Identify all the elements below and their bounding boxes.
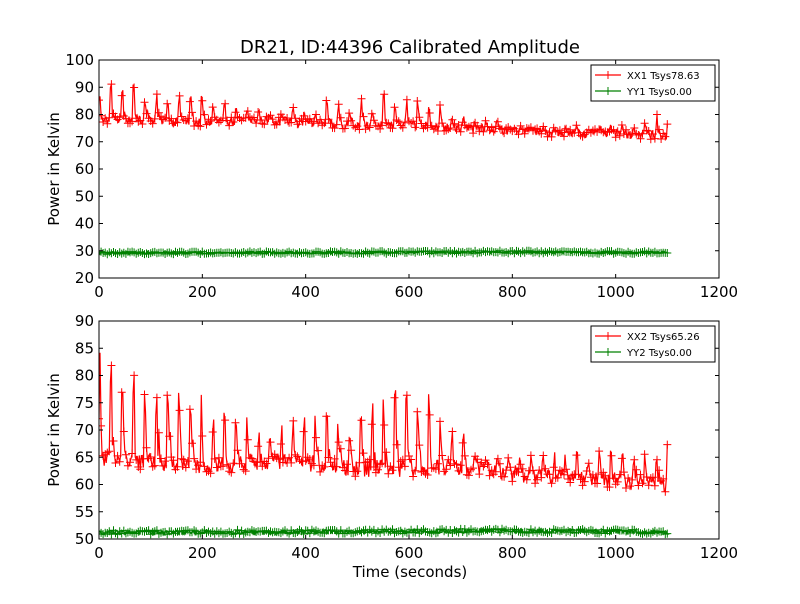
legend-label: YY2 Tsys0.00 <box>626 348 692 359</box>
legend-box <box>590 325 716 363</box>
legend-swatch-marker <box>604 87 612 95</box>
x-tick-label: 800 <box>498 283 527 301</box>
y-tick-label: 30 <box>75 242 94 260</box>
y-tick-label: 50 <box>75 530 94 548</box>
series-markers <box>99 361 672 496</box>
x-tick-label: 200 <box>188 544 217 562</box>
y-axis-label-1: Power in Kelvin <box>45 112 63 226</box>
legend-1: XX1 Tsys78.63 YY1 Tsys0.00 <box>590 64 716 102</box>
x-tick-label: 1200 <box>700 544 738 562</box>
x-tick-label: 400 <box>291 544 320 562</box>
legend-label: XX2 Tsys65.26 <box>627 332 700 343</box>
x-axis-label: Time (seconds) <box>352 563 468 581</box>
x-tick-label: 200 <box>188 283 217 301</box>
legend-box <box>590 64 716 102</box>
y-tick-label: 40 <box>75 215 94 233</box>
y-tick-label: 70 <box>75 133 94 151</box>
y-tick-label: 100 <box>65 51 94 69</box>
legend-label: XX1 Tsys78.63 <box>627 71 700 82</box>
x-tick-label: 600 <box>395 283 424 301</box>
x-tick-label: 1000 <box>597 283 635 301</box>
series-1-1 <box>99 80 672 144</box>
x-tick-label: 1200 <box>700 283 738 301</box>
y-tick-label: 60 <box>75 476 94 494</box>
series-2-1 <box>99 352 672 496</box>
series-line <box>99 83 668 141</box>
x-tick-label: 800 <box>498 544 527 562</box>
y-tick-label: 90 <box>75 78 94 96</box>
x-tick-label: 0 <box>94 283 104 301</box>
y-tick-label: 50 <box>75 187 94 205</box>
y-tick-label: 80 <box>75 367 94 385</box>
series-line <box>99 352 668 493</box>
y-tick-label: 20 <box>75 269 94 287</box>
series-2-2 <box>99 524 672 539</box>
y-tick-label: 75 <box>75 394 94 412</box>
y-axis-label-2: Power in Kelvin <box>45 373 63 487</box>
y-tick-label: 90 <box>75 312 94 330</box>
y-tick-label: 60 <box>75 160 94 178</box>
plot-area-1 <box>99 80 672 259</box>
y-tick-label: 80 <box>75 106 94 124</box>
x-tick-label: 0 <box>94 544 104 562</box>
y-tick-label: 85 <box>75 339 94 357</box>
series-markers <box>99 80 672 144</box>
x-tick-label: 400 <box>291 283 320 301</box>
legend-swatch-marker <box>604 332 612 340</box>
y-tick-label: 65 <box>75 448 94 466</box>
figure-title: DR21, ID:44396 Calibrated Amplitude <box>240 37 580 58</box>
plot-area-2 <box>99 352 672 539</box>
x-tick-label: 1000 <box>597 544 635 562</box>
legend-swatch-marker <box>604 71 612 79</box>
legend-swatch-marker <box>604 348 612 356</box>
series-1-2 <box>99 246 672 259</box>
legend-2: XX2 Tsys65.26 YY2 Tsys0.00 <box>590 325 716 363</box>
y-tick-label: 70 <box>75 421 94 439</box>
series-markers <box>99 246 672 259</box>
series-markers <box>99 524 672 539</box>
y-tick-label: 55 <box>75 503 94 521</box>
x-tick-label: 600 <box>395 544 424 562</box>
legend-label: YY1 Tsys0.00 <box>626 87 692 98</box>
